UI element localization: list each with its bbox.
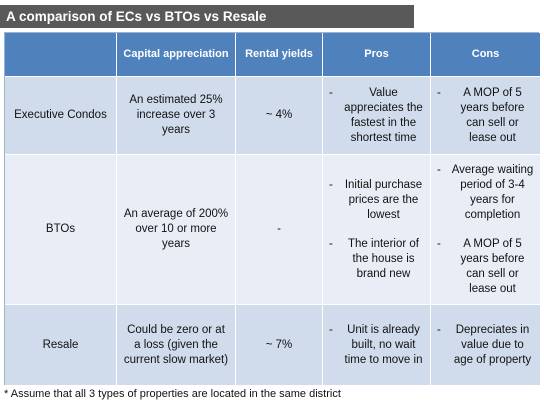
list-item: - A MOP of 5 years before can sell or lea… (437, 237, 534, 297)
rental-cell-btos: - (236, 155, 323, 305)
bullet-dash: - (329, 237, 333, 250)
list-item: - Value appreciates the fastest in the sh… (329, 86, 424, 146)
rental-cell-resale: ~ 7% (236, 305, 323, 386)
cons-list: - A MOP of 5 years before can sell or lea… (437, 86, 534, 146)
list-item-text: Average waiting period of 3-4 years for … (451, 163, 534, 221)
pros-list: - Initial purchase prices are the lowest … (329, 178, 424, 282)
capital-cell-btos: An average of 200% over 10 or more years (117, 155, 236, 305)
bullet-dash: - (437, 163, 441, 176)
list-item-text: A MOP of 5 years before can sell or leas… (460, 86, 525, 144)
list-item: - The interior of the house is brand new (329, 237, 424, 282)
bullet-dash: - (329, 86, 333, 99)
list-item: - Average waiting period of 3-4 years for… (437, 163, 534, 223)
cons-list: - Average waiting period of 3-4 years for… (437, 163, 534, 297)
bullet-dash: - (437, 323, 441, 336)
bullet-dash: - (329, 323, 333, 336)
header-cell-blank (5, 33, 117, 77)
header-cons: Cons (431, 33, 540, 77)
list-item-text: Initial purchase prices are the lowest (344, 178, 423, 221)
pros-cell-executive-condos: - Value appreciates the fastest in the sh… (323, 77, 431, 155)
bullet-dash: - (437, 86, 441, 99)
header-rental-yields: Rental yields (236, 33, 323, 77)
list-item-text: The interior of the house is brand new (348, 237, 419, 280)
list-item: - Depreciates in value due to age of prop… (437, 323, 534, 368)
pros-list: - Value appreciates the fastest in the sh… (329, 86, 424, 146)
header-capital-appreciation: Capital appreciation (117, 33, 236, 77)
list-item: - Unit is already built, no wait time to … (329, 323, 424, 368)
comparison-table: Capital appreciation Rental yields Pros … (4, 32, 540, 386)
pros-cell-btos: - Initial purchase prices are the lowest … (323, 155, 431, 305)
cons-cell-executive-condos: - A MOP of 5 years before can sell or lea… (431, 77, 540, 155)
rental-cell-executive-condos: ~ 4% (236, 77, 323, 155)
capital-cell-executive-condos: An estimated 25% increase over 3 years (117, 77, 236, 155)
header-pros: Pros (323, 33, 431, 77)
cons-cell-resale: - Depreciates in value due to age of prop… (431, 305, 540, 386)
bullet-dash: - (437, 237, 441, 250)
footnote: * Assume that all 3 types of properties … (4, 388, 341, 400)
list-item-text: A MOP of 5 years before can sell or leas… (460, 237, 525, 295)
list-item-text: Unit is already built, no wait time to m… (344, 323, 423, 366)
cons-list: - Depreciates in value due to age of prop… (437, 323, 534, 368)
list-item: - A MOP of 5 years before can sell or lea… (437, 86, 534, 146)
list-item-text: Depreciates in value due to age of prope… (453, 323, 532, 366)
bullet-dash: - (329, 178, 333, 191)
pros-cell-resale: - Unit is already built, no wait time to … (323, 305, 431, 386)
pros-list: - Unit is already built, no wait time to … (329, 323, 424, 368)
row-label-executive-condos: Executive Condos (5, 77, 117, 155)
list-item-text: Value appreciates the fastest in the sho… (344, 86, 423, 144)
row-label-resale: Resale (5, 305, 117, 386)
capital-cell-resale: Could be zero or at a loss (given the cu… (117, 305, 236, 386)
row-label-btos: BTOs (5, 155, 117, 305)
table-title: A comparison of ECs vs BTOs vs Resale (0, 5, 414, 28)
cons-cell-btos: - Average waiting period of 3-4 years for… (431, 155, 540, 305)
list-item: - Initial purchase prices are the lowest (329, 178, 424, 223)
